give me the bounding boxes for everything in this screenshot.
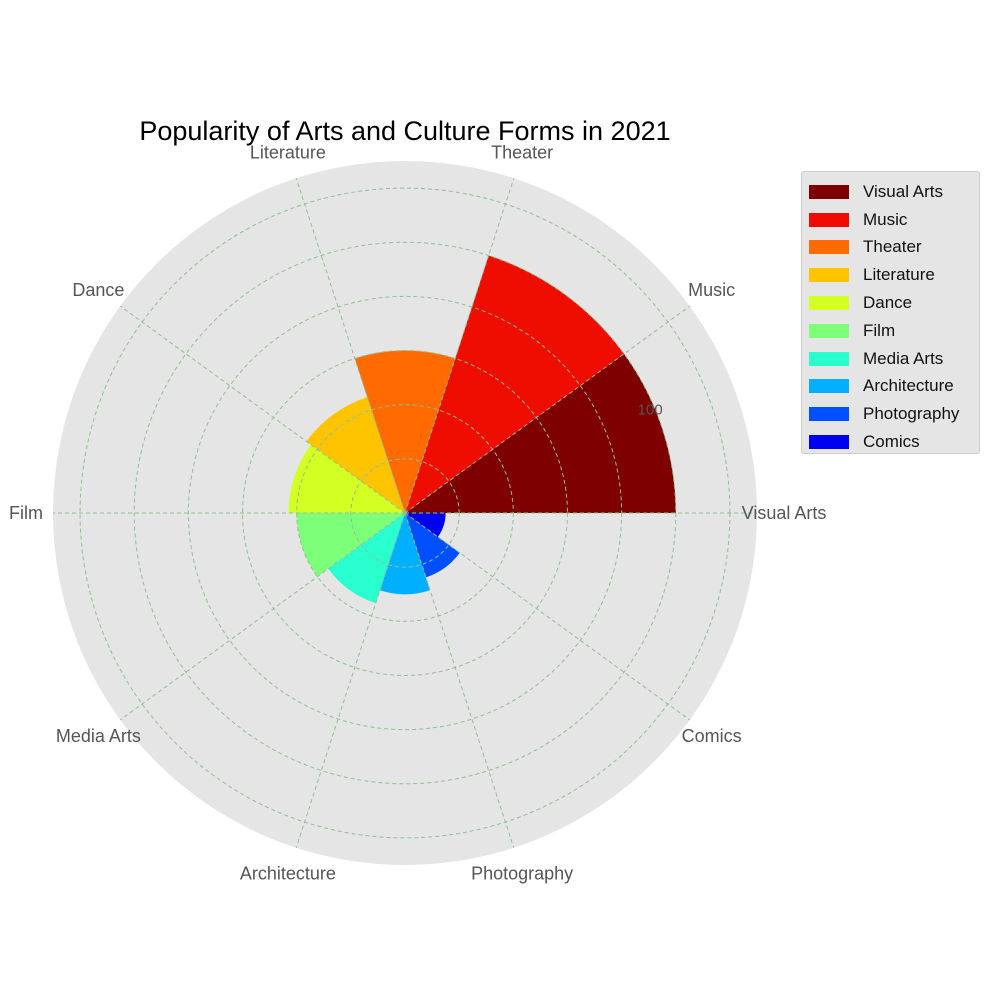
legend-swatch — [809, 240, 849, 255]
legend-item: Media Arts — [802, 345, 979, 373]
bar-music: Music: 100 — [405, 255, 625, 513]
grid-spoke — [295, 512, 406, 848]
bar-dance: Dance: 43 — [288, 444, 405, 513]
legend-label: Visual Arts — [863, 181, 944, 201]
grid-spoke — [119, 305, 406, 514]
legend-item: Film — [802, 317, 979, 345]
grid-spoke — [404, 512, 691, 721]
legend-label: Photography — [863, 404, 960, 424]
radial-tick-label: 100 — [638, 401, 663, 418]
category-label: Media Arts — [56, 726, 141, 746]
grid-spoke — [404, 178, 515, 514]
bar-literature: Literature: 45 — [306, 397, 405, 513]
legend-item: Visual Arts — [802, 178, 979, 206]
legend-item: Comics — [802, 428, 979, 456]
bar-photography: Photography: 25 — [405, 513, 460, 578]
bar-architecture: Architecture: 30 — [379, 513, 431, 595]
legend-swatch — [809, 379, 849, 394]
category-label: Visual Arts — [742, 503, 827, 523]
bar-theater: Theater: 60 — [354, 350, 456, 513]
grid-spoke — [295, 178, 406, 514]
legend-label: Music — [863, 209, 908, 229]
legend-label: Architecture — [863, 376, 954, 396]
legend-label: Literature — [863, 265, 935, 285]
legend-swatch — [809, 351, 849, 366]
legend-item: Dance — [802, 289, 979, 317]
bar-visual-arts: Visual Arts: 100 — [405, 353, 676, 513]
category-label: Photography — [471, 863, 573, 883]
legend-swatch — [809, 296, 849, 311]
grid-ring — [133, 241, 677, 785]
bar-film: Film: 40 — [296, 513, 405, 577]
bar-media-arts: Media Arts: 35 — [328, 513, 405, 604]
category-label: Literature — [250, 143, 326, 163]
legend-label: Media Arts — [863, 348, 944, 368]
legend-swatch — [809, 407, 849, 422]
legend-label: Theater — [863, 237, 922, 257]
category-label: Film — [9, 503, 43, 523]
legend-label: Dance — [863, 293, 913, 313]
legend-label: Film — [863, 320, 896, 340]
category-label: Dance — [72, 280, 124, 300]
legend-item: Music — [802, 206, 979, 234]
legend-swatch — [809, 212, 849, 227]
grid-spoke — [404, 305, 691, 514]
category-label: Architecture — [240, 863, 336, 883]
legend-swatch — [809, 435, 849, 450]
legend-swatch — [809, 184, 849, 199]
chart-title: Popularity of Arts and Culture Forms in … — [139, 116, 671, 146]
grid-ring — [187, 295, 623, 731]
category-label: Comics — [682, 726, 742, 746]
category-label: Theater — [491, 143, 553, 163]
legend-swatch — [809, 323, 849, 338]
legend-item: Photography — [802, 400, 979, 428]
grid-spoke — [404, 512, 515, 848]
legend-swatch — [809, 268, 849, 283]
grid-spoke — [119, 512, 406, 721]
legend-label: Comics — [863, 432, 920, 452]
category-label: Music — [688, 280, 735, 300]
bar-comics: Comics: 15 — [405, 513, 446, 537]
legend-item: Theater — [802, 234, 979, 262]
legend-item: Literature — [802, 261, 979, 289]
legend-item: Architecture — [802, 373, 979, 401]
legend: Visual Arts Music Theater Literature Dance Fi… — [801, 171, 980, 454]
grid-ring — [350, 458, 460, 568]
